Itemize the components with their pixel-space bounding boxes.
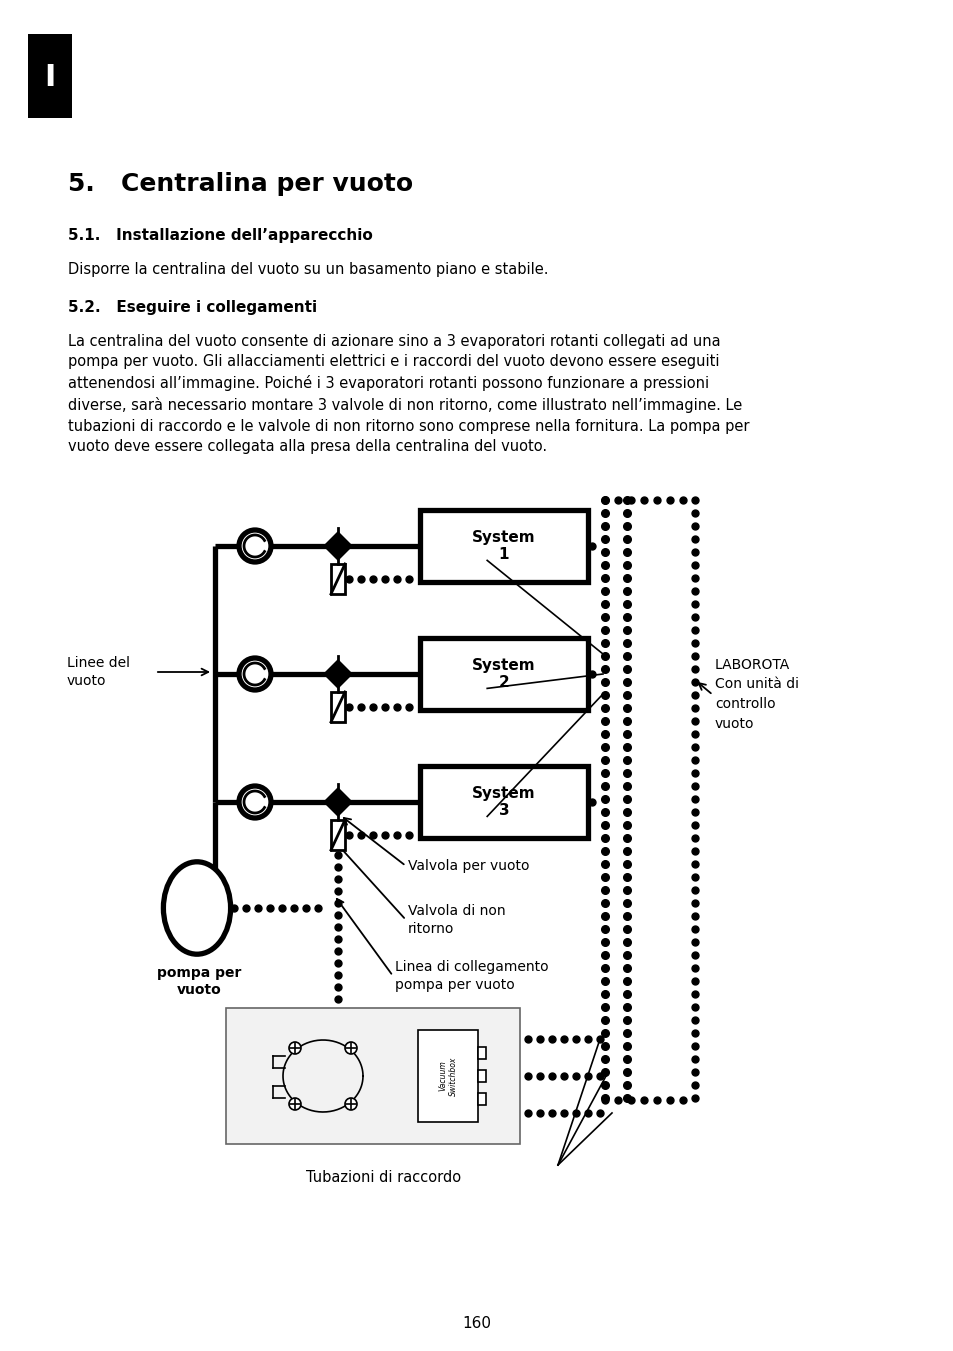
Text: Valvola di non
ritorno: Valvola di non ritorno (408, 904, 505, 936)
Ellipse shape (163, 862, 231, 954)
Bar (477, 1070, 485, 1082)
Bar (419, 766, 587, 838)
Text: Linea di collegamento
pompa per vuoto: Linea di collegamento pompa per vuoto (395, 959, 548, 992)
Text: System
3: System 3 (472, 786, 536, 819)
Text: 160: 160 (462, 1316, 491, 1331)
Polygon shape (324, 532, 337, 561)
Bar (419, 638, 587, 711)
Text: 5.1.   Installazione dell’apparecchio: 5.1. Installazione dell’apparecchio (68, 228, 373, 243)
Bar (28, 34, 71, 118)
Text: Disporre la centralina del vuoto su un basamento piano e stabile.: Disporre la centralina del vuoto su un b… (68, 262, 548, 277)
Text: System
1: System 1 (472, 530, 536, 562)
Polygon shape (337, 788, 352, 816)
Circle shape (289, 1098, 301, 1111)
Text: Valvola per vuoto: Valvola per vuoto (408, 859, 529, 873)
Text: Linee del
vuoto: Linee del vuoto (67, 655, 130, 688)
Text: System
2: System 2 (472, 658, 536, 690)
Bar (419, 509, 587, 582)
Text: Tubazioni di raccordo: Tubazioni di raccordo (306, 1170, 460, 1185)
Text: 5.   Centralina per vuoto: 5. Centralina per vuoto (68, 172, 413, 196)
Circle shape (239, 786, 271, 817)
Circle shape (239, 658, 271, 690)
Text: 5.2.   Eseguire i collegamenti: 5.2. Eseguire i collegamenti (68, 300, 316, 315)
Circle shape (345, 1098, 356, 1111)
Circle shape (289, 1042, 301, 1054)
Text: La centralina del vuoto consente di azionare sino a 3 evaporatori rotanti colleg: La centralina del vuoto consente di azio… (68, 334, 749, 454)
Text: I: I (44, 62, 55, 92)
Text: LABOROTA
Con unità di
controllo
vuoto: LABOROTA Con unità di controllo vuoto (714, 658, 799, 731)
Bar (331, 820, 345, 850)
Polygon shape (324, 788, 337, 816)
Text: Vacuum
Switchbox: Vacuum Switchbox (437, 1056, 457, 1096)
Polygon shape (337, 661, 352, 688)
Bar (331, 692, 345, 721)
Circle shape (345, 1042, 356, 1054)
Bar (477, 1093, 485, 1105)
Polygon shape (337, 532, 352, 561)
FancyBboxPatch shape (226, 1008, 519, 1144)
Bar (417, 1029, 477, 1121)
Polygon shape (324, 661, 337, 688)
Circle shape (239, 530, 271, 562)
Bar (477, 1047, 485, 1059)
Bar (331, 563, 345, 594)
Text: pompa per
vuoto: pompa per vuoto (156, 966, 241, 997)
